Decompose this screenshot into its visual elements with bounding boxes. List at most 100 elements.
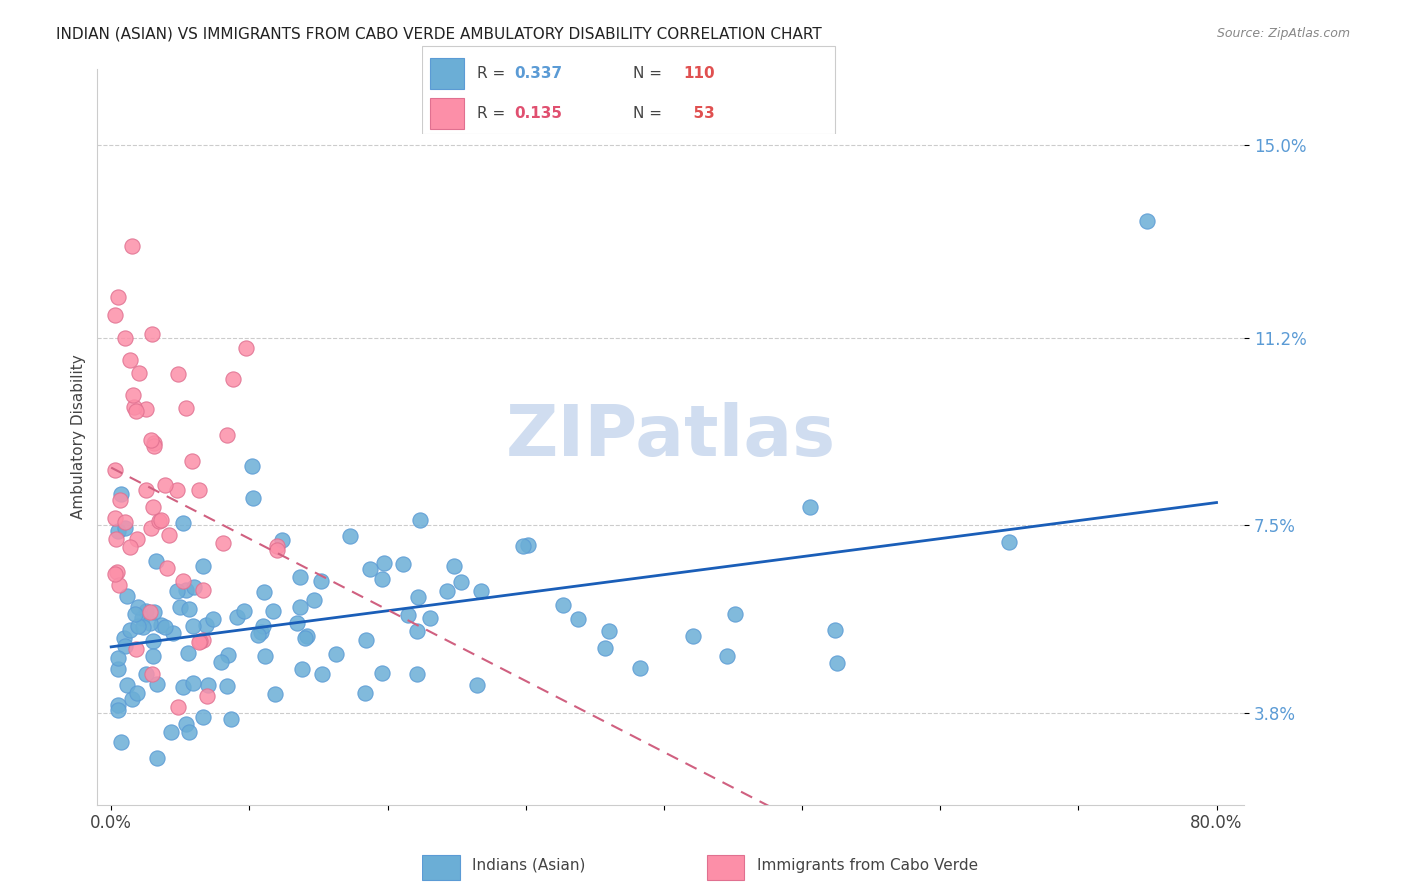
Indians (Asian) (356, 633, 378, 648)
Text: Indians (Asian): Indians (Asian) (472, 858, 586, 872)
Indians (Asian) (179, 602, 201, 616)
Text: Immigrants from Cabo Verde: Immigrants from Cabo Verde (758, 858, 979, 872)
Text: R =: R = (477, 66, 510, 80)
Indians (Asian) (202, 612, 225, 626)
Indians (Asian) (409, 513, 432, 527)
Indians (Asian) (419, 611, 441, 625)
Immigrants from Cabo Verde (104, 463, 127, 477)
Immigrants from Cabo Verde (105, 532, 128, 546)
Immigrants from Cabo Verde (143, 436, 166, 450)
Immigrants from Cabo Verde (127, 533, 149, 547)
Indians (Asian) (194, 618, 217, 632)
Immigrants from Cabo Verde (167, 367, 190, 381)
Immigrants from Cabo Verde (138, 605, 160, 619)
Immigrants from Cabo Verde (222, 372, 245, 386)
Indians (Asian) (181, 676, 204, 690)
Indians (Asian) (242, 491, 264, 505)
Indians (Asian) (247, 628, 270, 642)
Indians (Asian) (371, 572, 394, 586)
Text: 53: 53 (683, 106, 716, 120)
Indians (Asian) (827, 656, 849, 670)
Text: 110: 110 (683, 66, 714, 80)
Indians (Asian) (553, 599, 575, 613)
Immigrants from Cabo Verde (153, 478, 176, 492)
Indians (Asian) (112, 632, 135, 646)
Indians (Asian) (169, 599, 191, 614)
Indians (Asian) (716, 648, 738, 663)
Indians (Asian) (373, 556, 395, 570)
Indians (Asian) (114, 639, 136, 653)
Immigrants from Cabo Verde (157, 528, 180, 542)
Indians (Asian) (114, 521, 136, 535)
Indians (Asian) (325, 647, 347, 661)
Indians (Asian) (221, 712, 243, 726)
Immigrants from Cabo Verde (135, 401, 157, 416)
Indians (Asian) (405, 624, 427, 639)
Indians (Asian) (512, 539, 534, 553)
Indians (Asian) (142, 634, 165, 648)
Immigrants from Cabo Verde (114, 330, 136, 344)
Indians (Asian) (371, 665, 394, 680)
Indians (Asian) (131, 610, 153, 624)
Indians (Asian) (131, 620, 153, 634)
Indians (Asian) (302, 593, 325, 607)
Immigrants from Cabo Verde (142, 500, 165, 515)
Indians (Asian) (824, 623, 846, 637)
Immigrants from Cabo Verde (139, 521, 162, 535)
Immigrants from Cabo Verde (156, 561, 179, 575)
Indians (Asian) (127, 619, 149, 633)
Immigrants from Cabo Verde (135, 483, 157, 497)
Immigrants from Cabo Verde (191, 632, 214, 647)
Indians (Asian) (598, 624, 620, 638)
Indians (Asian) (226, 610, 249, 624)
Indians (Asian) (172, 516, 194, 531)
Indians (Asian) (191, 710, 214, 724)
Indians (Asian) (181, 619, 204, 633)
Indians (Asian) (232, 605, 254, 619)
Indians (Asian) (110, 735, 132, 749)
Indians (Asian) (166, 584, 188, 599)
Immigrants from Cabo Verde (149, 513, 172, 527)
Indians (Asian) (177, 725, 200, 739)
Text: 0.337: 0.337 (515, 66, 562, 80)
Immigrants from Cabo Verde (141, 433, 163, 447)
Immigrants from Cabo Verde (172, 574, 194, 588)
Indians (Asian) (517, 538, 540, 552)
Indians (Asian) (209, 655, 232, 669)
Indians (Asian) (396, 608, 419, 623)
Indians (Asian) (146, 750, 169, 764)
Indians (Asian) (142, 605, 165, 619)
FancyBboxPatch shape (422, 855, 460, 880)
Immigrants from Cabo Verde (191, 582, 214, 597)
Indians (Asian) (285, 616, 308, 631)
Indians (Asian) (125, 686, 148, 700)
Indians (Asian) (107, 662, 129, 676)
Indians (Asian) (271, 533, 294, 547)
Immigrants from Cabo Verde (141, 667, 163, 681)
Indians (Asian) (149, 617, 172, 632)
Indians (Asian) (107, 651, 129, 665)
Indians (Asian) (567, 612, 589, 626)
Immigrants from Cabo Verde (107, 290, 129, 304)
Y-axis label: Ambulatory Disability: Ambulatory Disability (72, 354, 86, 519)
Text: 0.135: 0.135 (515, 106, 562, 120)
Indians (Asian) (250, 625, 273, 640)
Indians (Asian) (593, 641, 616, 656)
Indians (Asian) (115, 678, 138, 692)
Indians (Asian) (146, 677, 169, 691)
Immigrants from Cabo Verde (121, 388, 143, 402)
Indians (Asian) (107, 698, 129, 712)
Immigrants from Cabo Verde (128, 366, 150, 380)
Immigrants from Cabo Verde (188, 635, 211, 649)
Immigrants from Cabo Verde (187, 483, 209, 497)
Indians (Asian) (139, 616, 162, 631)
Indians (Asian) (470, 583, 492, 598)
Immigrants from Cabo Verde (105, 565, 128, 579)
Indians (Asian) (110, 487, 132, 501)
Indians (Asian) (215, 679, 238, 693)
Indians (Asian) (406, 667, 429, 681)
Indians (Asian) (291, 662, 314, 676)
Indians (Asian) (121, 691, 143, 706)
Indians (Asian) (240, 458, 263, 473)
Indians (Asian) (288, 570, 311, 584)
